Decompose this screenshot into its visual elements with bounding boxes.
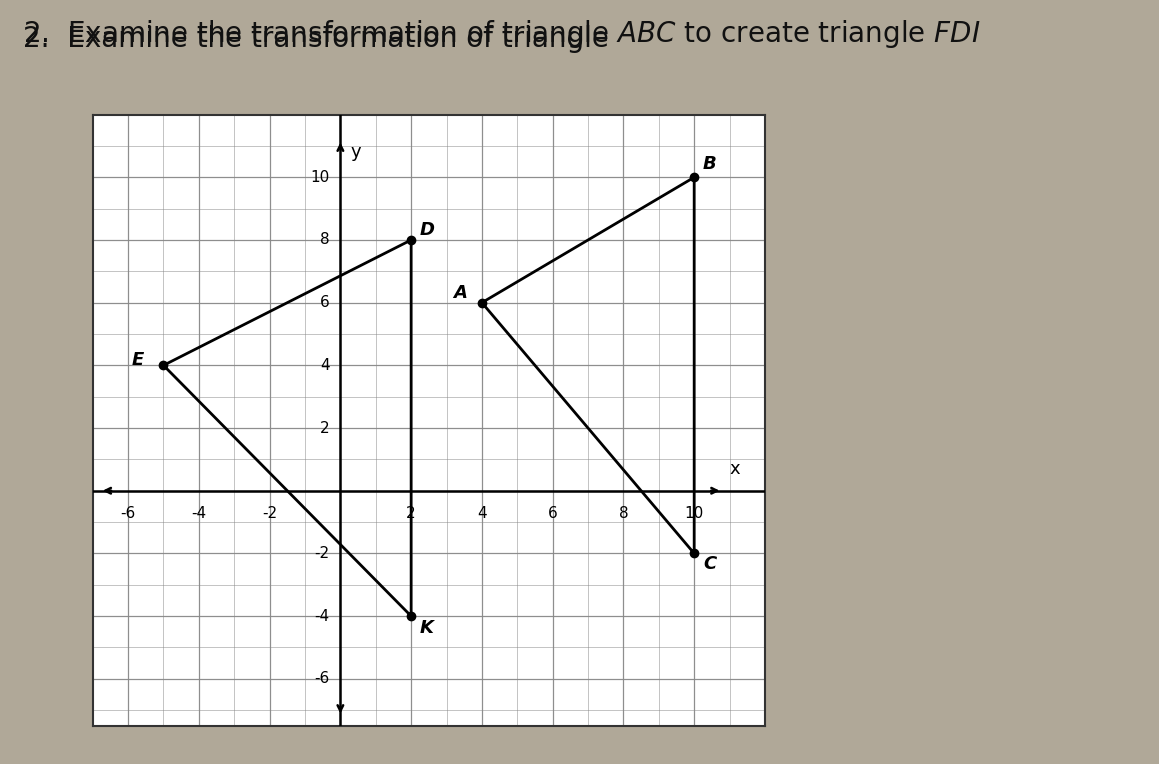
Text: -6: -6: [121, 507, 136, 521]
Text: 2.  Examine the transformation of triangle $\mathit{ABC}$ to create triangle $\m: 2. Examine the transformation of triangl…: [23, 18, 981, 50]
Text: -4: -4: [314, 609, 330, 623]
Text: 4: 4: [478, 507, 487, 521]
Text: -2: -2: [314, 546, 330, 561]
Text: 8: 8: [320, 232, 330, 248]
Text: x: x: [729, 460, 741, 478]
Text: 2.  Examine the transformation of triangle: 2. Examine the transformation of triangl…: [23, 25, 618, 53]
Text: -2: -2: [262, 507, 277, 521]
Text: 10: 10: [311, 170, 330, 185]
Text: -4: -4: [191, 507, 206, 521]
Text: 4: 4: [320, 358, 330, 373]
Text: E: E: [132, 351, 144, 369]
Text: K: K: [420, 620, 433, 637]
Text: 8: 8: [619, 507, 628, 521]
Text: B: B: [704, 155, 716, 173]
Text: y: y: [351, 143, 362, 160]
Text: A: A: [453, 284, 467, 302]
Text: 2: 2: [320, 420, 330, 435]
Text: 10: 10: [685, 507, 704, 521]
Text: C: C: [704, 555, 716, 573]
Text: 2: 2: [407, 507, 416, 521]
Text: 6: 6: [548, 507, 557, 521]
Text: -6: -6: [314, 672, 330, 686]
Text: D: D: [420, 222, 435, 239]
Text: 6: 6: [320, 295, 330, 310]
